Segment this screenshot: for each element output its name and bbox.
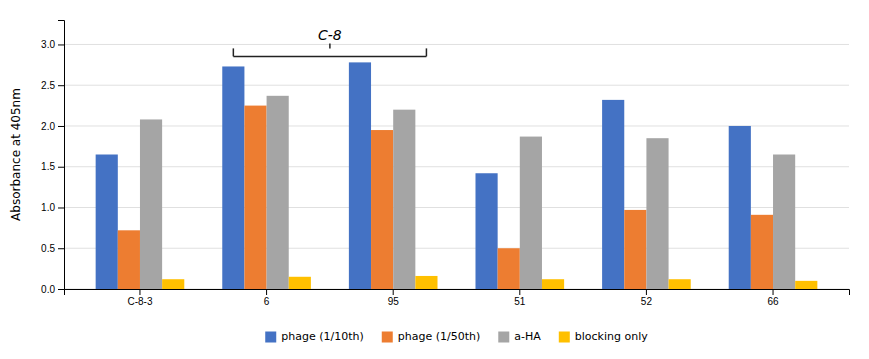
series — [140, 96, 795, 289]
y-axis: 0.0 0.5 1.0 1.5 2.0 2.5 3.0 — [41, 21, 64, 295]
bar — [602, 100, 624, 289]
bracket-line — [329, 43, 331, 48]
tick-label: 66 — [767, 296, 779, 307]
tick-label: 1.0 — [41, 202, 55, 213]
tick-mark — [58, 85, 64, 86]
axis-line — [65, 290, 850, 296]
legend-label: blocking only — [575, 330, 648, 343]
tick: 51 — [514, 289, 526, 307]
tick-label: 0.0 — [41, 284, 55, 295]
tick-mark — [773, 289, 774, 295]
tick: 3.0 — [41, 39, 64, 50]
tick: 2.5 — [41, 80, 64, 91]
tick-mark — [646, 289, 647, 295]
tick-mark — [519, 289, 520, 295]
series — [118, 106, 773, 289]
annotation: C-8 — [318, 27, 342, 43]
bracket-line — [426, 48, 428, 56]
tick: 66 — [767, 289, 779, 307]
tick: C-8-3 — [127, 289, 152, 307]
legend-item: phage (1/10th) — [265, 330, 364, 343]
tick-label: 51 — [514, 296, 526, 307]
legend-label: phage (1/10th) — [281, 330, 364, 343]
tick-label: 2.5 — [41, 80, 55, 91]
grid — [64, 44, 849, 289]
chart: 0.0 0.5 1.0 1.5 2.0 2.5 3.0 C-8-3 6 95 51 52 66 C-8 Ab… — [0, 0, 869, 359]
tick-mark — [58, 289, 64, 290]
legend-swatch — [382, 332, 393, 343]
series — [96, 62, 751, 289]
tick-mark — [393, 289, 394, 295]
legend-item: phage (1/50th) — [382, 330, 481, 343]
bar — [669, 279, 691, 289]
bar — [118, 230, 140, 289]
bar — [96, 155, 118, 290]
tick-mark — [139, 289, 140, 295]
bar — [795, 281, 817, 289]
legend-swatch — [265, 332, 276, 343]
bar — [267, 96, 289, 289]
bars — [96, 62, 818, 289]
legend: phage (1/10th) phage (1/50th) a-HA blocking… — [265, 330, 648, 343]
series — [162, 276, 817, 289]
bar — [520, 137, 542, 289]
tick: 95 — [388, 289, 400, 307]
bar — [773, 155, 795, 290]
bracket: C-8 — [233, 27, 426, 56]
bar — [415, 276, 437, 289]
bar — [498, 248, 520, 289]
legend-label: a-HA — [514, 330, 541, 343]
x-axis: C-8-3 6 95 51 52 66 — [65, 289, 850, 307]
bracket-line — [233, 48, 235, 56]
bar — [349, 62, 371, 289]
bar — [624, 210, 646, 289]
bar — [162, 279, 184, 289]
bar — [729, 126, 751, 289]
bar — [222, 66, 244, 289]
legend-swatch — [498, 332, 509, 343]
tick: 6 — [264, 289, 270, 307]
tick: 1.5 — [41, 161, 64, 172]
tick-mark — [58, 248, 64, 249]
bar — [751, 215, 773, 289]
plot: 0.0 0.5 1.0 1.5 2.0 2.5 3.0 C-8-3 6 95 51 52 66 C-8 — [41, 21, 849, 308]
tick-mark — [58, 207, 64, 208]
tick: 0.0 — [41, 284, 64, 295]
tick-label: 1.5 — [41, 161, 55, 172]
bar — [393, 110, 415, 289]
legend-swatch — [559, 332, 570, 343]
grid-line — [64, 85, 849, 86]
bracket-line — [233, 56, 426, 58]
bar — [542, 279, 564, 289]
bar — [244, 106, 266, 289]
tick: 1.0 — [41, 202, 64, 213]
bar — [140, 119, 162, 289]
bar — [289, 277, 311, 289]
tick-label: C-8-3 — [127, 296, 152, 307]
tick: 52 — [641, 289, 653, 307]
tick-mark — [58, 126, 64, 127]
tick: 2.0 — [41, 121, 64, 132]
tick-mark — [58, 167, 64, 168]
legend-item: a-HA — [498, 330, 541, 343]
legend-item: blocking only — [559, 330, 648, 343]
tick-mark — [58, 44, 64, 45]
tick-label: 52 — [641, 296, 653, 307]
tick-mark — [266, 289, 267, 295]
axis-line — [58, 21, 65, 290]
tick-label: 2.0 — [41, 121, 55, 132]
legend-label: phage (1/50th) — [398, 330, 481, 343]
tick: 0.5 — [41, 243, 64, 254]
tick-label: 95 — [388, 296, 400, 307]
bar — [646, 138, 668, 289]
bar — [371, 130, 393, 289]
tick-label: 0.5 — [41, 243, 55, 254]
tick-label: 6 — [264, 296, 270, 307]
tick-label: 3.0 — [41, 39, 55, 50]
y-axis-title: Absorbance at 405nm — [9, 88, 23, 221]
grid-line — [64, 44, 849, 45]
bar — [475, 173, 497, 289]
